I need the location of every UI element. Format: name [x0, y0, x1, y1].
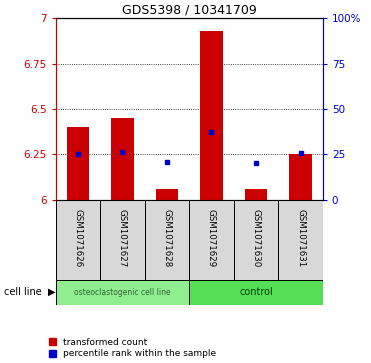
Bar — [111, 118, 134, 200]
Text: GSM1071631: GSM1071631 — [296, 209, 305, 267]
Bar — [156, 189, 178, 200]
Bar — [56, 200, 100, 280]
Text: osteoclastogenic cell line: osteoclastogenic cell line — [74, 288, 171, 297]
Bar — [100, 200, 145, 280]
Bar — [200, 31, 223, 200]
Bar — [189, 200, 234, 280]
Bar — [289, 154, 312, 200]
Text: GSM1071626: GSM1071626 — [73, 209, 82, 267]
Legend: transformed count, percentile rank within the sample: transformed count, percentile rank withi… — [49, 338, 217, 359]
Text: GSM1071628: GSM1071628 — [162, 209, 171, 267]
Bar — [67, 127, 89, 200]
Text: GSM1071629: GSM1071629 — [207, 209, 216, 267]
Bar — [278, 200, 323, 280]
Bar — [234, 200, 278, 280]
Title: GDS5398 / 10341709: GDS5398 / 10341709 — [122, 4, 257, 17]
Text: GSM1071627: GSM1071627 — [118, 209, 127, 267]
Bar — [56, 280, 189, 305]
Bar — [245, 189, 267, 200]
Text: GSM1071630: GSM1071630 — [252, 209, 260, 267]
Text: control: control — [239, 287, 273, 297]
Bar — [189, 280, 323, 305]
Text: cell line  ▶: cell line ▶ — [4, 287, 55, 297]
Bar — [145, 200, 189, 280]
